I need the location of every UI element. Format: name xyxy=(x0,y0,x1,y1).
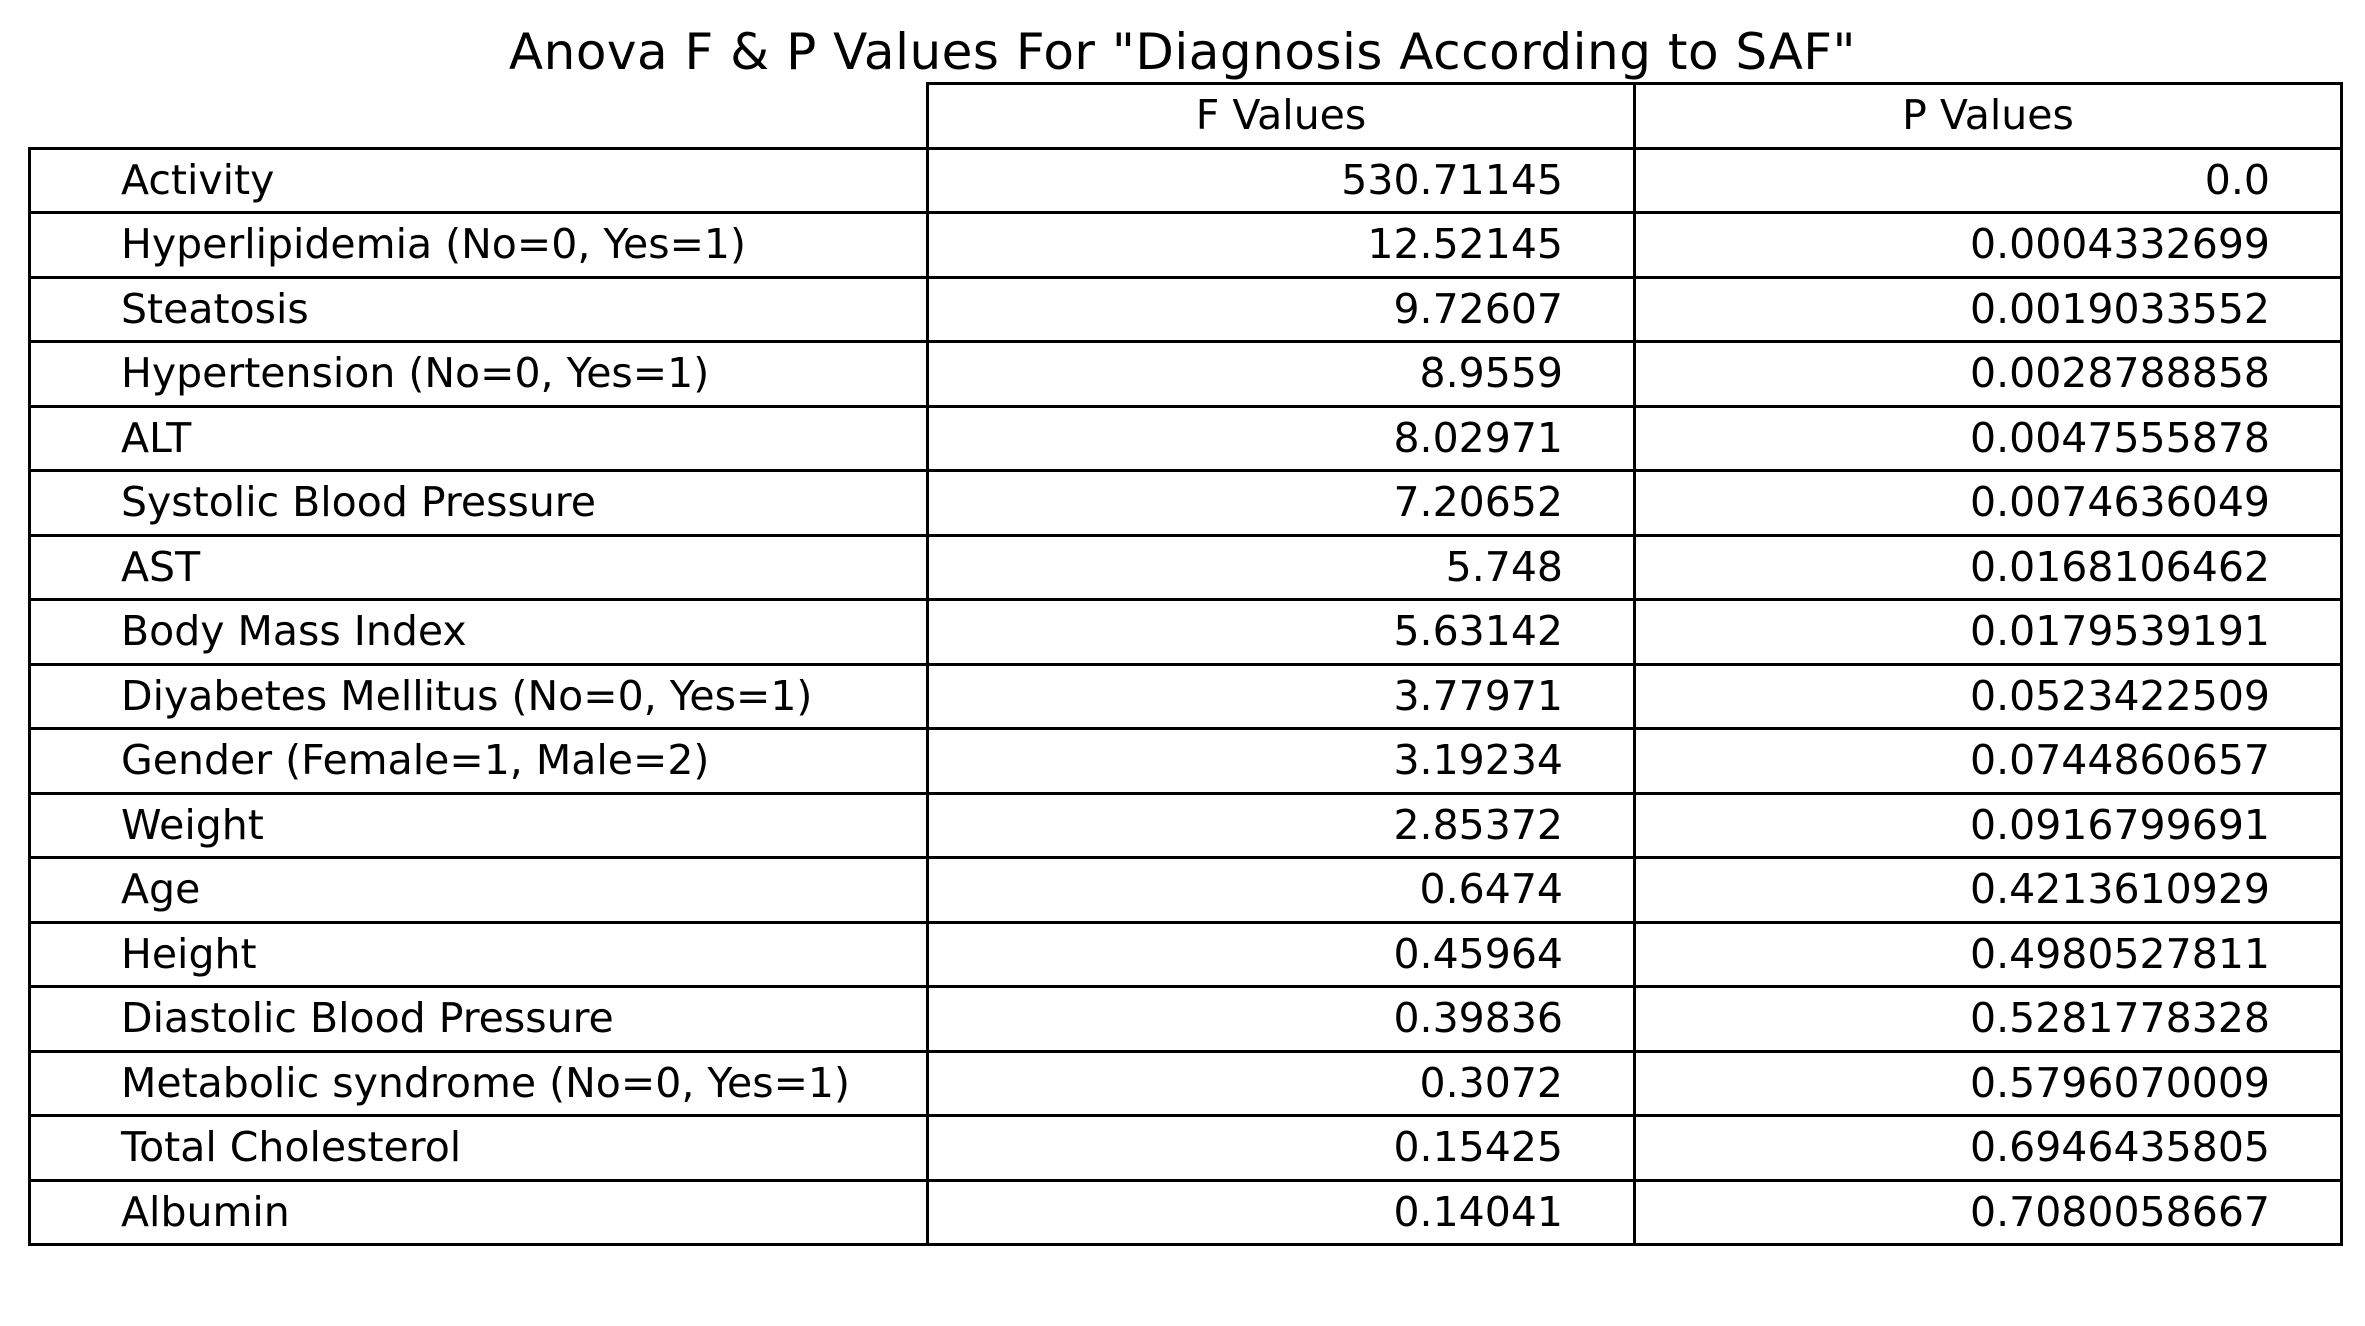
f-value-cell: 0.6474 xyxy=(926,856,1636,924)
row-label-cell: Height xyxy=(28,920,929,988)
table-row: Systolic Blood Pressure 7.20652 0.00746360… xyxy=(28,469,2343,537)
chart-title: Anova F & P Values For "Diagnosis Accord… xyxy=(508,23,1857,81)
p-value-cell: 0.0744860657 xyxy=(1633,727,2343,795)
row-label-cell: Hyperlipidemia (No=0, Yes=1) xyxy=(28,211,929,279)
p-value-cell: 0.0179539191 xyxy=(1633,598,2343,666)
table-row: AST 5.748 0.0168106462 xyxy=(28,533,2343,601)
table-row: Hypertension (No=0, Yes=1) 8.9559 0.002878… xyxy=(28,340,2343,408)
row-label-cell: Weight xyxy=(28,791,929,859)
table-row: Age 0.6474 0.4213610929 xyxy=(28,856,2343,924)
row-label-cell: ALT xyxy=(28,404,929,472)
f-value-cell: 12.52145 xyxy=(926,211,1636,279)
row-label-cell: Diyabetes Mellitus (No=0, Yes=1) xyxy=(28,662,929,730)
f-value-cell: 8.02971 xyxy=(926,404,1636,472)
table-row: Metabolic syndrome (No=0, Yes=1) 0.3072 0.… xyxy=(28,1049,2343,1117)
f-value-cell: 7.20652 xyxy=(926,469,1636,537)
column-header-p-values: P Values xyxy=(1633,82,2343,150)
f-value-cell: 8.9559 xyxy=(926,340,1636,408)
table-row: Body Mass Index 5.63142 0.0179539191 xyxy=(28,598,2343,666)
f-value-cell: 0.15425 xyxy=(926,1114,1636,1182)
f-value-cell: 0.39836 xyxy=(926,985,1636,1053)
row-label-cell: Gender (Female=1, Male=2) xyxy=(28,727,929,795)
p-value-cell: 0.6946435805 xyxy=(1633,1114,2343,1182)
p-value-cell: 0.7080058667 xyxy=(1633,1178,2343,1246)
table-row: Diyabetes Mellitus (No=0, Yes=1) 3.77971 0… xyxy=(28,662,2343,730)
p-value-cell: 0.0074636049 xyxy=(1633,469,2343,537)
f-value-cell: 3.77971 xyxy=(926,662,1636,730)
f-value-cell: 5.748 xyxy=(926,533,1636,601)
table-row: ALT 8.02971 0.0047555878 xyxy=(28,404,2343,472)
table-row: Height 0.45964 0.4980527811 xyxy=(28,920,2343,988)
f-value-cell: 0.3072 xyxy=(926,1049,1636,1117)
f-value-cell: 2.85372 xyxy=(926,791,1636,859)
p-value-cell: 0.0523422509 xyxy=(1633,662,2343,730)
row-label-cell: Total Cholesterol xyxy=(28,1114,929,1182)
p-value-cell: 0.4213610929 xyxy=(1633,856,2343,924)
f-value-cell: 3.19234 xyxy=(926,727,1636,795)
p-value-cell: 0.5796070009 xyxy=(1633,1049,2343,1117)
p-value-cell: 0.0004332699 xyxy=(1633,211,2343,279)
row-label-cell: Systolic Blood Pressure xyxy=(28,469,929,537)
p-value-cell: 0.4980527811 xyxy=(1633,920,2343,988)
table-row: Activity 530.71145 0.0 xyxy=(28,146,2343,214)
p-value-cell: 0.0168106462 xyxy=(1633,533,2343,601)
table-row: Steatosis 9.72607 0.0019033552 xyxy=(28,275,2343,343)
anova-table: F Values P Values Activity 530.71145 0.0 Hy… xyxy=(28,82,2343,1246)
table-row: Total Cholesterol 0.15425 0.6946435805 xyxy=(28,1114,2343,1182)
p-value-cell: 0.0047555878 xyxy=(1633,404,2343,472)
row-label-cell: Diastolic Blood Pressure xyxy=(28,985,929,1053)
row-label-cell: AST xyxy=(28,533,929,601)
p-value-cell: 0.0028788858 xyxy=(1633,340,2343,408)
p-value-cell: 0.0916799691 xyxy=(1633,791,2343,859)
f-value-cell: 530.71145 xyxy=(926,146,1636,214)
row-label-cell: Albumin xyxy=(28,1178,929,1246)
f-value-cell: 9.72607 xyxy=(926,275,1636,343)
table-body: Activity 530.71145 0.0 Hyperlipidemia (No=0… xyxy=(28,146,2343,1246)
row-label-cell: Body Mass Index xyxy=(28,598,929,666)
table-row: Diastolic Blood Pressure 0.39836 0.5281778… xyxy=(28,985,2343,1053)
p-value-cell: 0.5281778328 xyxy=(1633,985,2343,1053)
f-value-cell: 0.14041 xyxy=(926,1178,1636,1246)
row-label-cell: Activity xyxy=(28,146,929,214)
table-row: Gender (Female=1, Male=2) 3.19234 0.074486… xyxy=(28,727,2343,795)
row-label-cell: Hypertension (No=0, Yes=1) xyxy=(28,340,929,408)
row-label-cell: Metabolic syndrome (No=0, Yes=1) xyxy=(28,1049,929,1117)
table-corner-cell xyxy=(29,83,929,150)
table-row: Hyperlipidemia (No=0, Yes=1) 12.52145 0.00… xyxy=(28,211,2343,279)
f-value-cell: 5.63142 xyxy=(926,598,1636,666)
p-value-cell: 0.0019033552 xyxy=(1633,275,2343,343)
table-row: Albumin 0.14041 0.7080058667 xyxy=(28,1178,2343,1246)
row-label-cell: Age xyxy=(28,856,929,924)
column-header-f-values: F Values xyxy=(926,82,1636,150)
row-label-cell: Steatosis xyxy=(28,275,929,343)
table-row: Weight 2.85372 0.0916799691 xyxy=(28,791,2343,859)
f-value-cell: 0.45964 xyxy=(926,920,1636,988)
p-value-cell: 0.0 xyxy=(1633,146,2343,214)
table-header-row: F Values P Values xyxy=(29,82,2343,150)
